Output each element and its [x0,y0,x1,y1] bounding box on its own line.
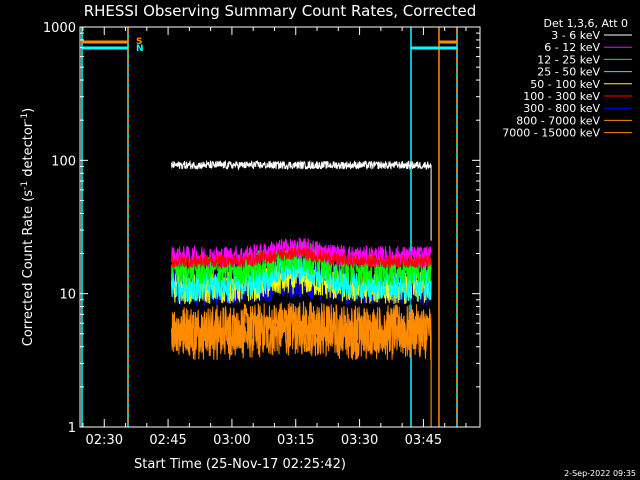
legend-entry: 300 - 800 keV [523,102,600,115]
y-axis: 1 10 100 1000 [43,21,480,436]
flag-letter: S [136,37,142,47]
legend-entry: 25 - 50 keV [537,66,600,79]
plot-frame [79,26,481,428]
chart-title: RHESSI Observing Summary Count Rates, Co… [84,2,477,20]
x-axis-label: Start Time (25-Nov-17 02:25:42) [134,457,346,472]
y-tick-label: 10 [59,288,76,303]
x-tick-label: 03:00 [213,433,250,448]
legend-entry: 12 - 25 keV [537,53,600,66]
legend-entry: 7000 - 15000 keV [502,127,600,140]
legend-entry: 100 - 300 keV [523,90,600,103]
legend-entry: 6 - 12 keV [544,41,600,54]
x-tick-label: 02:30 [86,433,123,448]
y-tick-label: 1 [68,421,76,436]
x-tick-label: 03:45 [405,433,442,448]
y-tick-label: 100 [51,154,76,169]
flag-markers: SN [81,27,458,427]
x-tick-label: 02:45 [149,433,186,448]
series-layer [171,159,432,427]
legend-entry: 50 - 100 keV [530,78,600,91]
flag-letter: N [136,44,144,54]
series-line [171,301,432,427]
legend-entry: 800 - 7000 keV [516,114,600,127]
series-line [171,246,432,269]
series-line [171,159,432,241]
legend-header: Det 1,3,6, Att 0 [544,17,628,30]
x-tick-label: 03:15 [277,433,314,448]
y-tick-label: 1000 [43,21,76,36]
y-axis-label: Corrected Count Rate (s-1 detector-1) [20,108,36,346]
x-axis: 02:30 02:45 03:00 03:15 03:30 03:45 [82,27,467,448]
legend-entry: 3 - 6 keV [551,29,600,42]
timestamp: 2-Sep-2022 09:35 [564,469,636,478]
x-tick-label: 03:30 [341,433,378,448]
